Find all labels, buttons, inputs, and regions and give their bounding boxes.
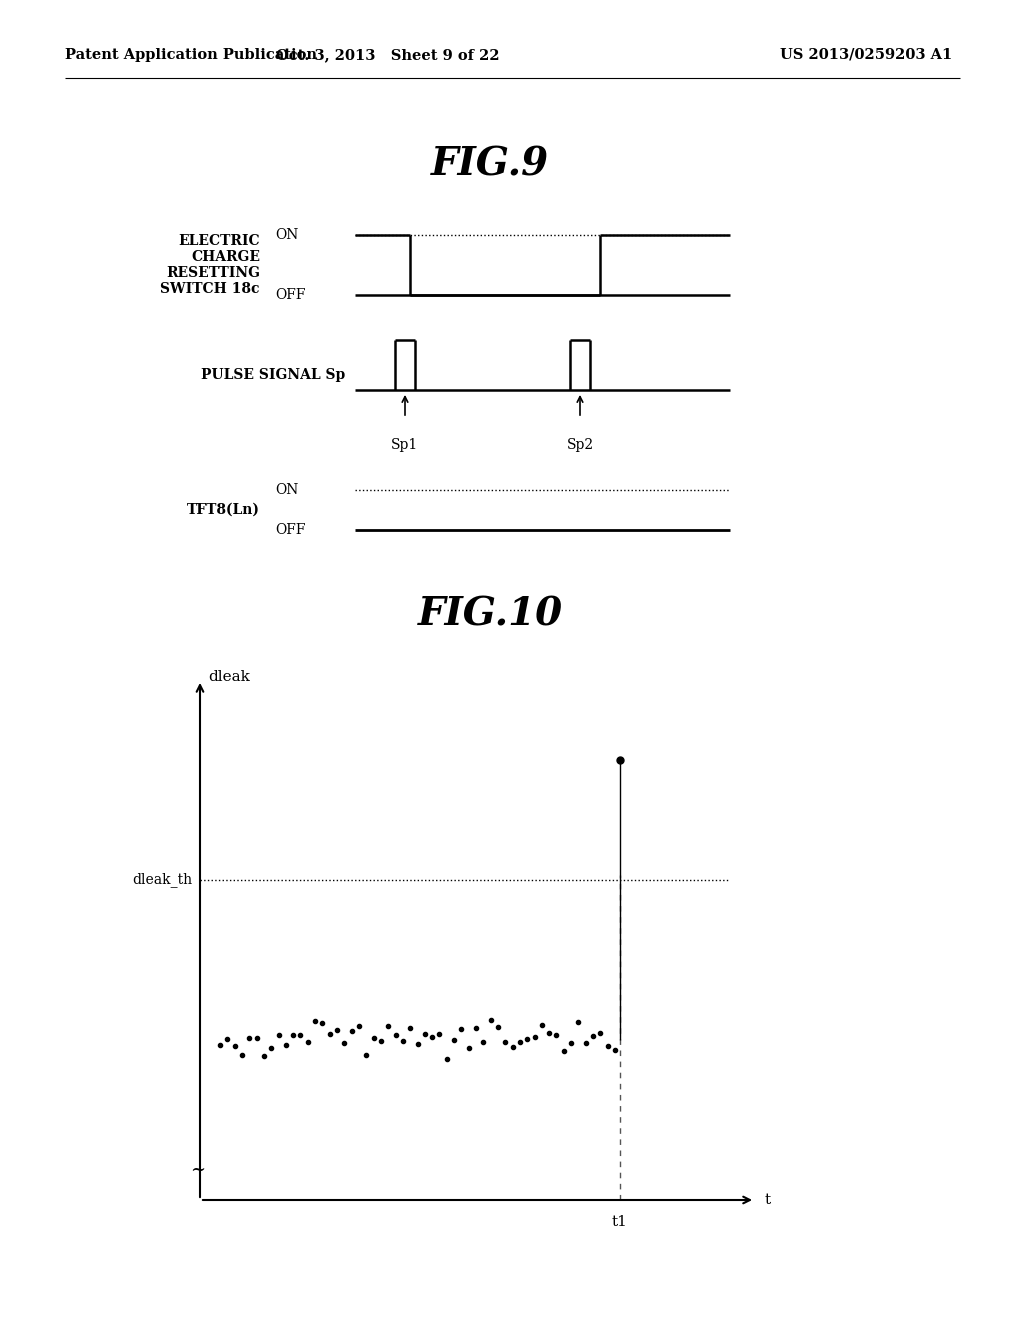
Text: PULSE SIGNAL Sp: PULSE SIGNAL Sp <box>201 368 345 381</box>
Text: FIG.9: FIG.9 <box>431 147 549 183</box>
Text: OFF: OFF <box>275 288 305 302</box>
Text: ELECTRIC: ELECTRIC <box>178 234 260 248</box>
Text: FIG.10: FIG.10 <box>418 597 562 634</box>
Text: dleak_th: dleak_th <box>132 873 193 887</box>
Text: Sp2: Sp2 <box>566 438 594 451</box>
Text: RESETTING: RESETTING <box>166 267 260 280</box>
Text: US 2013/0259203 A1: US 2013/0259203 A1 <box>780 48 952 62</box>
Text: TFT8(Ln): TFT8(Ln) <box>187 503 260 517</box>
Text: SWITCH 18c: SWITCH 18c <box>161 282 260 296</box>
Text: OFF: OFF <box>275 523 305 537</box>
Text: t: t <box>765 1193 771 1206</box>
Text: ON: ON <box>275 483 298 498</box>
Text: t1: t1 <box>612 1214 628 1229</box>
Text: Oct. 3, 2013   Sheet 9 of 22: Oct. 3, 2013 Sheet 9 of 22 <box>276 48 500 62</box>
Text: dleak: dleak <box>208 671 250 684</box>
Text: Sp1: Sp1 <box>391 438 419 451</box>
Text: CHARGE: CHARGE <box>191 249 260 264</box>
Text: ~: ~ <box>190 1162 206 1179</box>
Text: ON: ON <box>275 228 298 242</box>
Text: Patent Application Publication: Patent Application Publication <box>65 48 317 62</box>
